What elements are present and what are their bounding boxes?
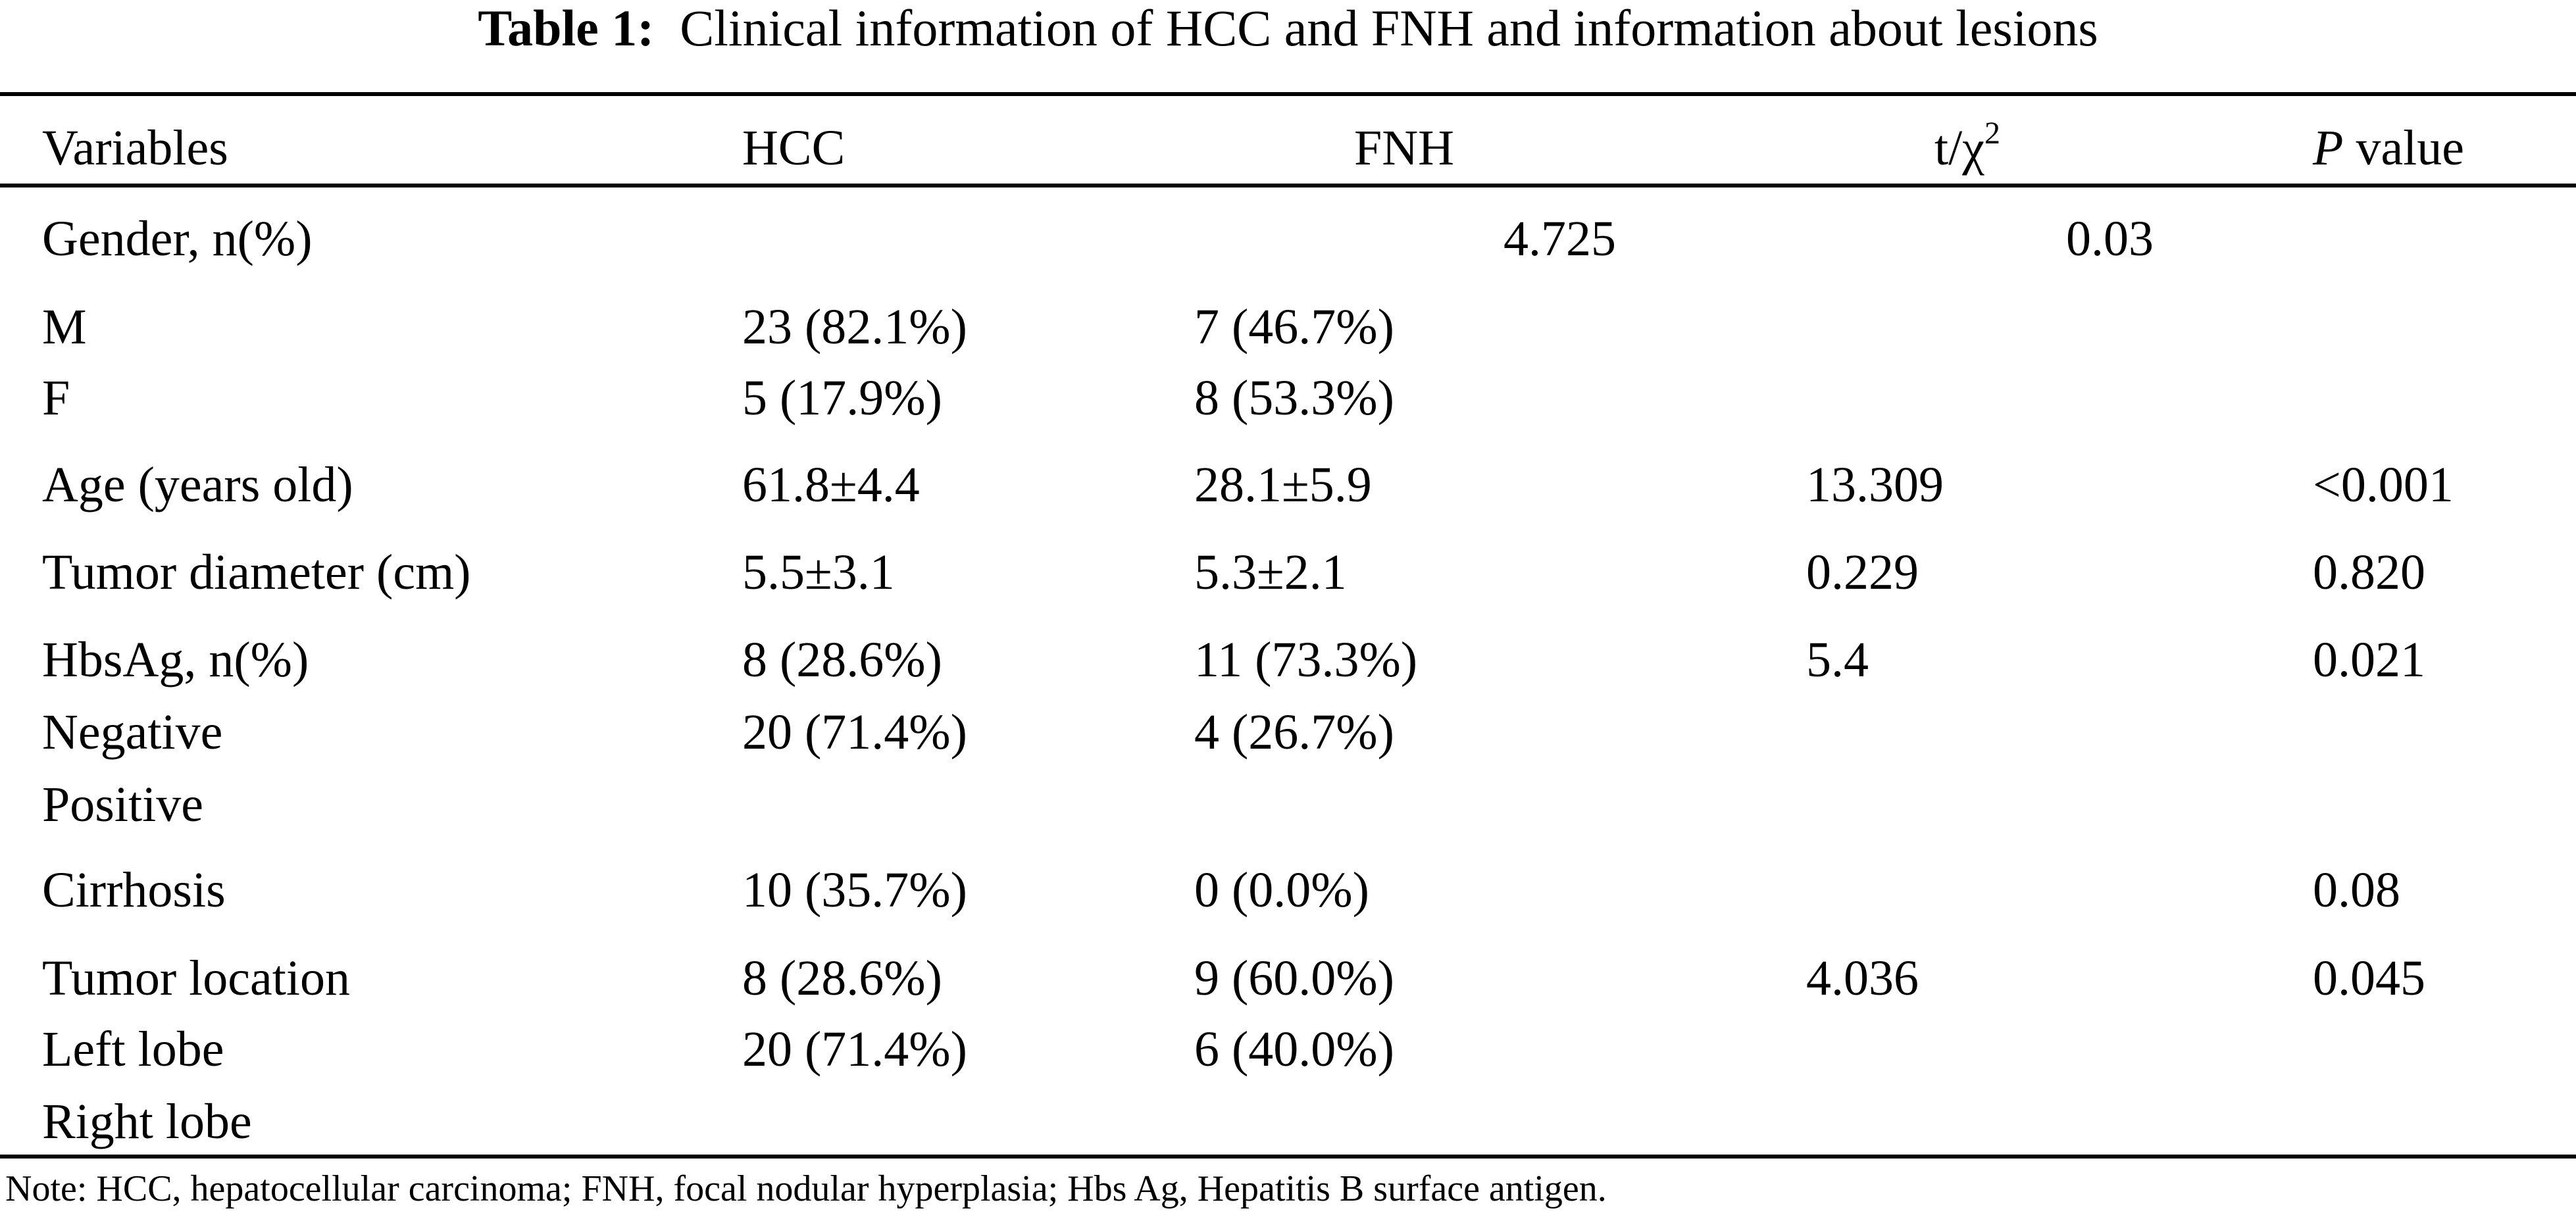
table-label: Table 1: — [478, 0, 655, 57]
row-fnh-value: 5.3±2.1 — [1194, 545, 1347, 600]
row-p-value: 0.03 — [2066, 211, 2154, 266]
row-variable: Tumor diameter (cm) — [42, 545, 471, 600]
row-hcc-value: 5 (17.9%) — [742, 370, 942, 426]
header-p-value: P value — [2313, 118, 2464, 178]
row-hcc-value: 8 (28.6%) — [742, 951, 942, 1006]
header-stat-sup: 2 — [1984, 115, 2000, 151]
row-fnh-value: 28.1±5.9 — [1194, 457, 1372, 512]
row-fnh-value: 9 (60.0%) — [1194, 951, 1394, 1006]
row-hcc-value: 61.8±4.4 — [742, 457, 920, 512]
header-fnh: FNH — [1354, 120, 1455, 176]
bottom-rule — [0, 1155, 2576, 1159]
row-variable: Tumor location — [42, 951, 350, 1006]
table-title-text: Clinical information of HCC and FNH and … — [680, 0, 2098, 57]
row-variable: Right lobe — [42, 1094, 252, 1149]
top-rule — [0, 92, 2576, 96]
row-variable: HbsAg, n(%) — [42, 632, 309, 687]
row-variable: Age (years old) — [42, 457, 353, 512]
row-variable: F — [42, 370, 70, 426]
row-stat-value: 4.725 — [1503, 211, 1616, 266]
header-hcc: HCC — [742, 120, 846, 176]
header-variables: Variables — [42, 120, 228, 176]
row-hcc-value: 20 (71.4%) — [742, 705, 967, 760]
row-fnh-value: 4 (26.7%) — [1194, 705, 1394, 760]
row-fnh-value: 8 (53.3%) — [1194, 370, 1394, 426]
row-hcc-value: 23 (82.1%) — [742, 299, 967, 355]
row-hcc-value: 20 (71.4%) — [742, 1022, 967, 1077]
row-hcc-value: 8 (28.6%) — [742, 632, 942, 687]
row-variable: M — [42, 299, 87, 355]
header-stat: t/χ2 — [1934, 115, 2000, 178]
row-p-value: 0.820 — [2313, 545, 2425, 600]
header-stat-base: t/χ — [1934, 120, 1984, 176]
header-p-italic: P — [2313, 120, 2344, 176]
row-stat-value: 5.4 — [1806, 632, 1869, 687]
row-fnh-value: 6 (40.0%) — [1194, 1022, 1394, 1077]
row-variable: Left lobe — [42, 1022, 224, 1077]
row-stat-value: 4.036 — [1806, 951, 1919, 1006]
table-note: Note: HCC, hepatocellular carcinoma; FNH… — [5, 1168, 1607, 1209]
row-stat-value: 13.309 — [1806, 457, 1944, 512]
row-variable: Positive — [42, 777, 203, 832]
row-stat-value: 0.229 — [1806, 545, 1919, 600]
header-p-rest: value — [2343, 120, 2465, 176]
header-rule — [0, 184, 2576, 187]
row-fnh-value: 0 (0.0%) — [1194, 862, 1369, 918]
row-variable: Negative — [42, 705, 223, 760]
row-p-value: <0.001 — [2313, 457, 2454, 512]
row-p-value: 0.021 — [2313, 632, 2425, 687]
table-title: Table 1: Clinical information of HCC and… — [0, 0, 2576, 58]
row-variable: Gender, n(%) — [42, 211, 313, 266]
row-p-value: 0.08 — [2313, 862, 2400, 918]
row-variable: Cirrhosis — [42, 862, 226, 918]
row-hcc-value: 10 (35.7%) — [742, 862, 967, 918]
row-hcc-value: 5.5±3.1 — [742, 545, 895, 600]
row-p-value: 0.045 — [2313, 951, 2425, 1006]
row-fnh-value: 11 (73.3%) — [1194, 632, 1418, 687]
row-fnh-value: 7 (46.7%) — [1194, 299, 1394, 355]
